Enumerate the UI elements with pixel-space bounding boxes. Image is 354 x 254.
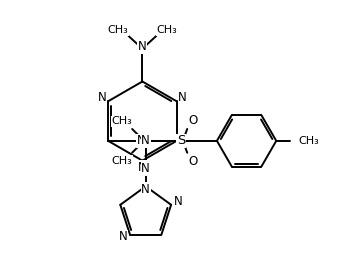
Text: CH₃: CH₃	[112, 116, 133, 126]
Text: CH₃: CH₃	[298, 136, 319, 146]
Text: O: O	[189, 114, 198, 126]
Text: N: N	[141, 134, 150, 147]
Text: N: N	[141, 162, 150, 175]
Text: N: N	[138, 40, 147, 53]
Text: CH₃: CH₃	[157, 25, 177, 35]
Text: N: N	[174, 195, 182, 208]
Text: N: N	[138, 161, 147, 174]
Text: N: N	[141, 183, 150, 196]
Text: S: S	[177, 134, 185, 147]
Text: CH₃: CH₃	[112, 156, 133, 166]
Text: N: N	[119, 230, 127, 243]
Text: N: N	[178, 91, 187, 104]
Text: N: N	[98, 91, 107, 104]
Text: CH₃: CH₃	[107, 25, 128, 35]
Text: N: N	[137, 134, 145, 147]
Text: O: O	[189, 155, 198, 168]
